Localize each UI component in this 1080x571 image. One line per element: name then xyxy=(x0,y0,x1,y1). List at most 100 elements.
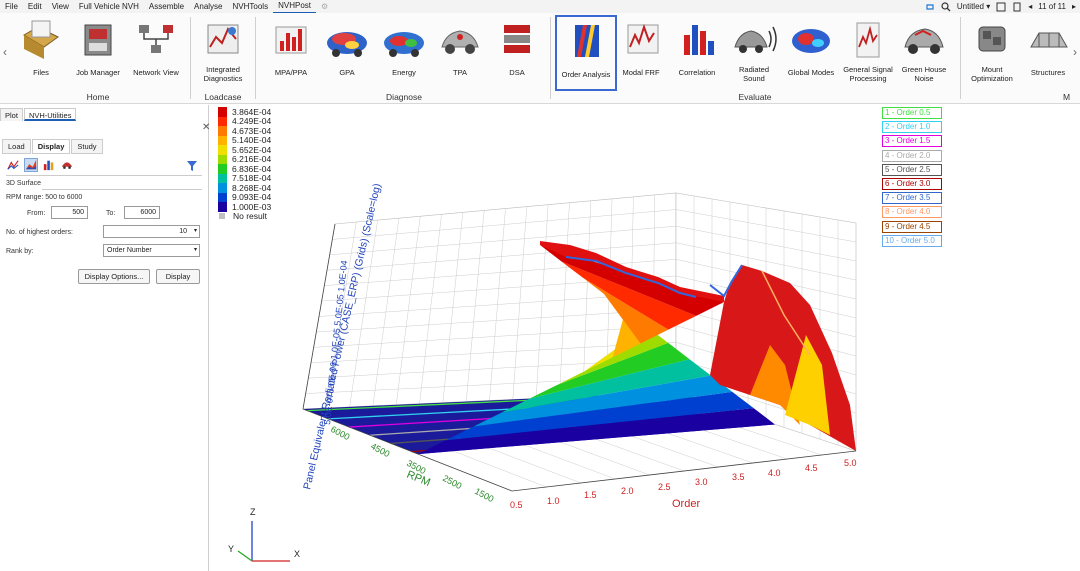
radiated-sound-icon xyxy=(731,17,777,63)
files-button[interactable]: Files xyxy=(18,17,64,77)
surface-band xyxy=(529,342,690,399)
subtab-display[interactable]: Display xyxy=(31,139,71,154)
window-icon[interactable] xyxy=(996,2,1006,12)
next-page-icon[interactable]: ▸ xyxy=(1071,2,1076,11)
order-tick-label: 3.5 xyxy=(732,472,745,482)
untitled-dropdown[interactable]: Untitled ▾ xyxy=(956,2,991,11)
network-view-icon xyxy=(133,17,179,63)
order-legend-item[interactable]: 9 - Order 4.5 xyxy=(882,220,942,233)
job-manager-button[interactable]: Job Manager xyxy=(72,17,124,77)
surface-band xyxy=(501,359,711,413)
mount-optimization-button[interactable]: Mount Optimization xyxy=(966,17,1018,83)
highest-orders-value: 10 xyxy=(179,228,187,235)
mpa-ppa-label: MPA/PPA xyxy=(274,68,308,77)
integrated-diagnostics-icon xyxy=(200,17,246,63)
structures-button[interactable]: Structures xyxy=(1024,17,1072,77)
colorbar-swatch xyxy=(218,116,227,126)
tab-plot[interactable]: Plot xyxy=(0,108,23,121)
energy-button[interactable]: Energy xyxy=(380,17,428,77)
correlation-label: Correlation xyxy=(678,68,716,77)
rpm-tick-label: 2500 xyxy=(441,473,463,491)
search-icon[interactable] xyxy=(941,1,951,12)
gpa-button[interactable]: GPA xyxy=(323,17,371,77)
order-legend-item[interactable]: 4 - Order 2.0 xyxy=(882,149,942,162)
order-legend-item[interactable]: 10 - Order 5.0 xyxy=(882,234,942,247)
plot-area[interactable]: 3.864E-04 4.249E-04 4.673E-04 5.140E-04 5.65… xyxy=(210,105,1080,571)
global-modes-button[interactable]: Global Modes xyxy=(786,17,836,77)
ribbon-scroll-right-icon[interactable]: › xyxy=(1073,45,1077,59)
surface-plot[interactable]: Panel Equivalent Radiated Power (CASE_ER… xyxy=(210,105,1080,571)
network-view-button[interactable]: Network View xyxy=(131,17,181,77)
rpm-to-input[interactable]: 6000 xyxy=(124,206,160,219)
page-icon[interactable] xyxy=(1012,2,1022,12)
rpm-tick-label: 4500 xyxy=(369,441,391,459)
colorbar-row: 4.673E-04 xyxy=(218,126,271,136)
order-legend-item[interactable]: 6 - Order 3.0 xyxy=(882,177,942,190)
surface-band xyxy=(561,261,697,330)
colorbar-swatch xyxy=(218,183,227,193)
green-house-noise-button[interactable]: Green House Noise xyxy=(898,17,950,83)
rank-by-select[interactable]: Order Number ▾ xyxy=(103,244,200,257)
close-icon[interactable]: ✕ xyxy=(202,122,211,133)
bar-chart-icon[interactable] xyxy=(42,158,56,172)
rank-by-value: Order Number xyxy=(107,247,152,254)
mpa-ppa-button[interactable]: MPA/PPA xyxy=(266,17,316,77)
dsa-button[interactable]: DSA xyxy=(493,17,541,77)
menu-assemble[interactable]: Assemble xyxy=(148,2,185,11)
files-label: Files xyxy=(33,68,49,77)
surface-plot-icon[interactable] xyxy=(24,158,38,172)
tab-nvh-utilities[interactable]: NVH-Utilities xyxy=(23,108,77,121)
menu-edit[interactable]: Edit xyxy=(27,2,42,11)
ribbon-scroll-left-icon[interactable]: ‹ xyxy=(3,45,7,59)
dsa-icon xyxy=(494,17,540,63)
rpm-from-input[interactable]: 500 xyxy=(51,206,88,219)
order-legend-item[interactable]: 3 - Order 1.5 xyxy=(882,135,942,148)
display-button[interactable]: Display xyxy=(156,269,200,284)
order-legend-item[interactable]: 5 - Order 2.5 xyxy=(882,163,942,176)
sync-icon[interactable] xyxy=(925,2,935,12)
order-legend-item[interactable]: 2 - Order 1.0 xyxy=(882,121,942,134)
general-signal-processing-button[interactable]: General Signal Processing xyxy=(840,17,896,83)
colorbar-row: 8.268E-04 xyxy=(218,183,271,193)
mpa-ppa-icon xyxy=(268,17,314,63)
correlation-button[interactable]: Correlation xyxy=(673,17,721,77)
structures-label: Structures xyxy=(1030,68,1066,77)
display-options-button[interactable]: Display Options... xyxy=(78,269,150,284)
add-tab-icon[interactable]: ⚙ xyxy=(321,2,329,11)
job-manager-label: Job Manager xyxy=(76,68,120,77)
colorbar-swatch xyxy=(218,145,227,155)
menu-file[interactable]: File xyxy=(5,2,18,11)
subtab-study[interactable]: Study xyxy=(71,139,103,154)
energy-icon xyxy=(381,17,427,63)
order-tick-label: 1.5 xyxy=(584,490,597,500)
filter-icon[interactable] xyxy=(186,160,198,172)
group-evaluate-label: Evaluate xyxy=(738,92,772,102)
order-legend-item[interactable]: 1 - Order 0.5 xyxy=(882,107,942,119)
order-legend-item[interactable]: 7 - Order 3.5 xyxy=(882,192,942,205)
dsa-label: DSA xyxy=(509,68,525,77)
colorbar-label: 5.652E-04 xyxy=(232,144,272,155)
integrated-diagnostics-button[interactable]: Integrated Diagnostics xyxy=(199,17,247,83)
rpm-range-text: RPM range: 500 to 6000 xyxy=(6,194,83,201)
highest-orders-select[interactable]: 10 ▾ xyxy=(103,225,200,238)
tpa-button[interactable]: TPA xyxy=(436,17,484,77)
order-legend-item[interactable]: 8 - Order 4.0 xyxy=(882,206,942,219)
order-analysis-button[interactable]: Order Analysis xyxy=(555,15,617,91)
menu-nvhpost[interactable]: NVHPost xyxy=(273,0,316,14)
menu-view[interactable]: View xyxy=(51,2,69,11)
menu-full-vehicle-nvh[interactable]: Full Vehicle NVH xyxy=(78,2,139,11)
colorbar-swatch xyxy=(218,164,227,174)
modal-frf-button[interactable]: Modal FRF xyxy=(620,17,662,77)
car-diagnostic-icon[interactable] xyxy=(60,158,74,172)
job-manager-icon xyxy=(75,17,121,63)
grid-line xyxy=(329,225,677,256)
menu-nvhtools[interactable]: NVHTools xyxy=(232,2,269,11)
menu-analyse[interactable]: Analyse xyxy=(194,2,223,11)
radiated-sound-button[interactable]: Radiated Sound xyxy=(730,17,778,83)
line-plot-icon[interactable] xyxy=(6,158,20,172)
radiated-sound-label: Radiated Sound xyxy=(738,65,770,83)
prev-page-icon[interactable]: ◂ xyxy=(1028,2,1033,11)
subtab-load[interactable]: Load xyxy=(2,139,31,154)
group-m-label: M xyxy=(1063,92,1071,102)
surface-band xyxy=(540,245,724,316)
